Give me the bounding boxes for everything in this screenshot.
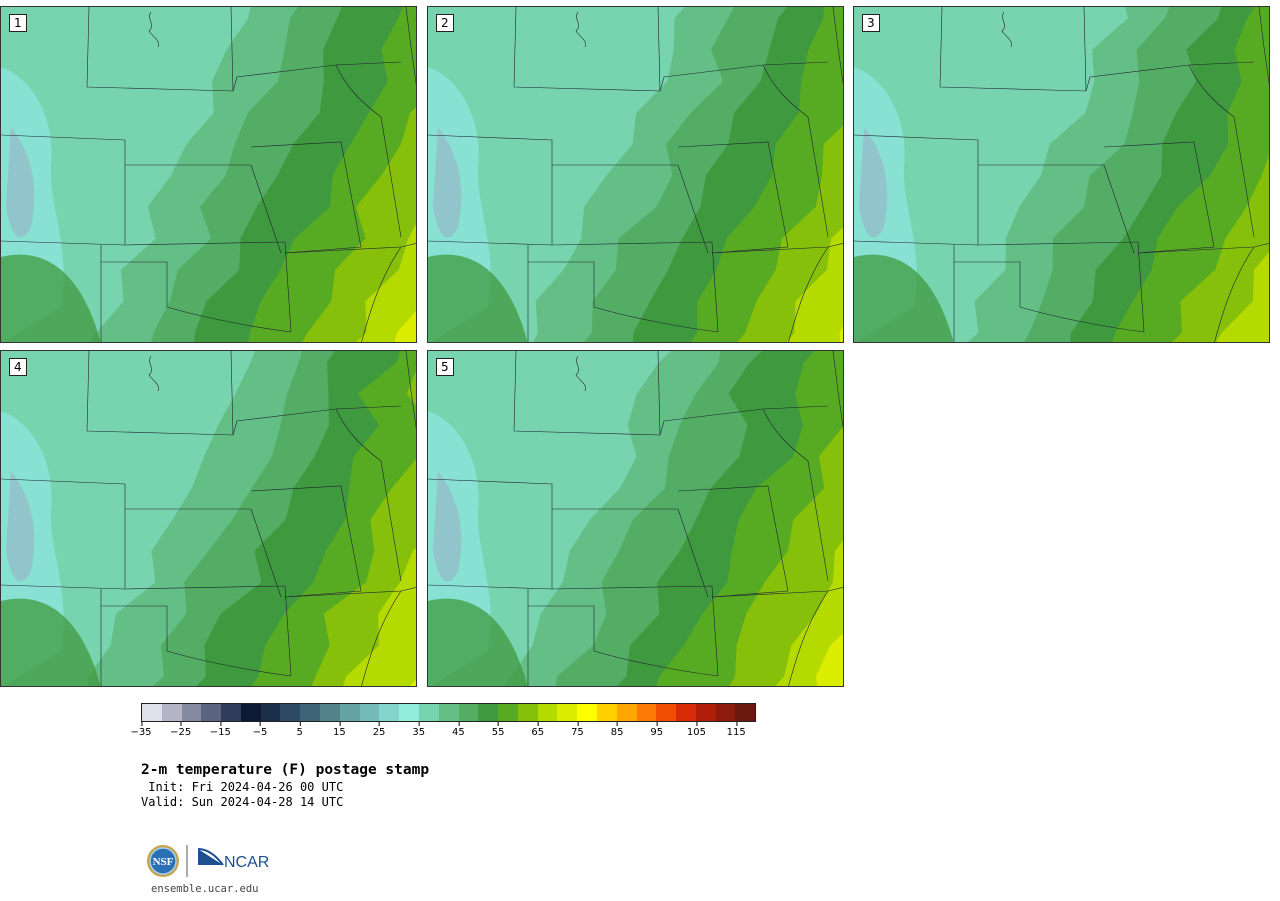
colorbar-segment bbox=[161, 704, 182, 721]
footer-url[interactable]: ensemble.ucar.edu bbox=[151, 883, 259, 895]
colorbar-segment bbox=[280, 704, 301, 721]
temperature-map bbox=[854, 7, 1269, 342]
init-time: Init: Fri 2024-04-26 00 UTC bbox=[141, 780, 344, 794]
colorbar-segment bbox=[636, 704, 657, 721]
colorbar-segment bbox=[715, 704, 736, 721]
colorbar-segment bbox=[359, 704, 380, 721]
colorbar-segment bbox=[458, 704, 479, 721]
colorbar-segment bbox=[181, 704, 202, 721]
colorbar-tick-label: 5 bbox=[297, 722, 303, 738]
colorbar-tick-label: −5 bbox=[253, 722, 267, 738]
colorbar-segment bbox=[260, 704, 281, 721]
colorbar bbox=[141, 703, 756, 722]
temperature-map bbox=[1, 7, 416, 342]
temperature-map bbox=[428, 351, 843, 686]
colorbar-segment bbox=[201, 704, 222, 721]
stamp-panel-1: 1 bbox=[0, 6, 417, 343]
colorbar-segment bbox=[300, 704, 321, 721]
panel-number-label: 1 bbox=[9, 14, 27, 32]
colorbar-segment bbox=[379, 704, 400, 721]
colorbar-tick-label: 15 bbox=[333, 722, 346, 738]
panel-number-label: 4 bbox=[9, 358, 27, 376]
colorbar-segment bbox=[221, 704, 241, 721]
colorbar-tick-label: 25 bbox=[373, 722, 385, 738]
colorbar-tick-label: 45 bbox=[452, 722, 465, 738]
nsf-logo-text: NSF bbox=[153, 856, 174, 868]
logos: NSF NCAR bbox=[145, 843, 275, 881]
colorbar-ticks: −35 −25 −15 −5 5 15 25 35 45 55 65 75 85 95 105 115 bbox=[130, 722, 756, 742]
colorbar-segment bbox=[695, 704, 716, 721]
colorbar-segment bbox=[399, 704, 419, 721]
colorbar-tick-label: 115 bbox=[727, 722, 746, 738]
map-title: 2-m temperature (F) postage stamp bbox=[141, 762, 430, 778]
colorbar-segment bbox=[557, 704, 578, 721]
colorbar-segment bbox=[478, 704, 499, 721]
colorbar-tick-label: −35 bbox=[130, 722, 152, 738]
colorbar-segment bbox=[656, 704, 677, 721]
stamp-panel-3: 3 bbox=[853, 6, 1270, 343]
ncar-logo-icon: NCAR bbox=[197, 848, 269, 871]
colorbar-segment bbox=[498, 704, 518, 721]
colorbar-tick-label: 105 bbox=[687, 722, 706, 738]
colorbar-segment bbox=[577, 704, 597, 721]
colorbar-segment bbox=[537, 704, 558, 721]
colorbar-segment bbox=[339, 704, 360, 721]
temperature-map bbox=[428, 7, 843, 342]
colorbar-tick-label: 65 bbox=[531, 722, 544, 738]
panel-number-label: 2 bbox=[436, 14, 454, 32]
colorbar-segment bbox=[596, 704, 617, 721]
colorbar-segment bbox=[438, 704, 459, 721]
colorbar-segment bbox=[735, 704, 756, 721]
colorbar-tick-label: 55 bbox=[492, 722, 504, 738]
temperature-map bbox=[1, 351, 416, 686]
colorbar-tick-label: 35 bbox=[412, 722, 425, 738]
colorbar-tick-label: 95 bbox=[650, 722, 663, 738]
panel-number-label: 5 bbox=[436, 358, 454, 376]
colorbar-tick-label: −25 bbox=[170, 722, 191, 738]
valid-time: Valid: Sun 2024-04-28 14 UTC bbox=[141, 795, 344, 809]
colorbar-tick-label: 85 bbox=[611, 722, 623, 738]
stamp-panel-5: 5 bbox=[427, 350, 844, 687]
colorbar-tick-label: −15 bbox=[210, 722, 231, 738]
colorbar-segment bbox=[320, 704, 340, 721]
colorbar-segment bbox=[616, 704, 637, 721]
colorbar-segment bbox=[240, 704, 261, 721]
ncar-logo-text: NCAR bbox=[224, 854, 269, 871]
panel-number-label: 3 bbox=[862, 14, 880, 32]
colorbar-segment bbox=[418, 704, 439, 721]
colorbar-segment bbox=[676, 704, 696, 721]
stamp-panel-2: 2 bbox=[427, 6, 844, 343]
colorbar-segment bbox=[517, 704, 538, 721]
colorbar-segment bbox=[142, 704, 162, 721]
stamp-panel-4: 4 bbox=[0, 350, 417, 687]
colorbar-tick-label: 75 bbox=[571, 722, 584, 738]
nsf-logo-icon: NSF bbox=[147, 845, 179, 877]
